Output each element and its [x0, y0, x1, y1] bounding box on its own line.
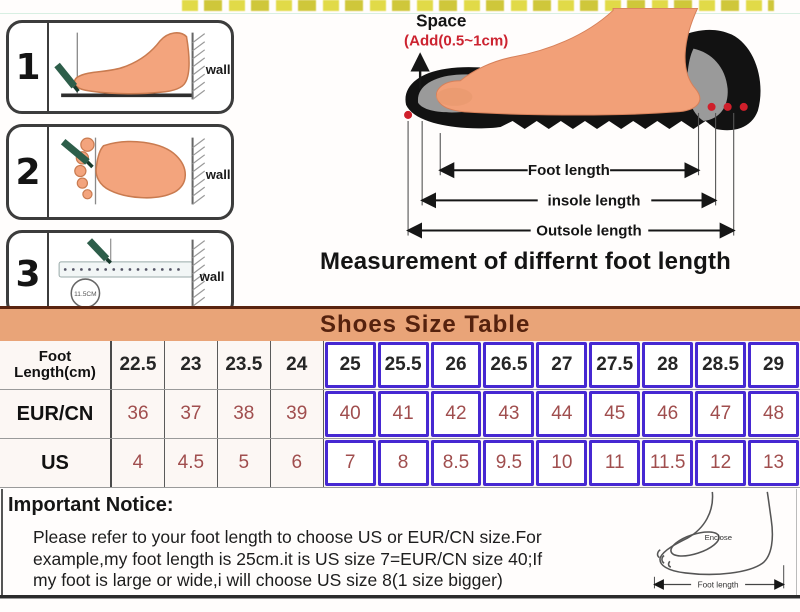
ruler — [58, 261, 194, 278]
diagram-caption: Measurement of differnt foot length — [320, 248, 731, 275]
pencil-icon — [60, 138, 90, 165]
insole-length-label: insole length — [548, 192, 641, 209]
size-cell: 48 — [748, 391, 799, 437]
size-table: Foot Length(cm) 22.5 23 23.5 24 25 25.5 26 26.5… — [0, 341, 800, 488]
table-header-band: Shoes Size Table — [0, 306, 800, 341]
size-cell: 47 — [695, 391, 747, 437]
step-2-number: 2 — [9, 127, 49, 217]
step-1-box: 1 wall — [6, 20, 234, 114]
size-cell: 6 — [271, 439, 324, 487]
size-cell: 45 — [589, 391, 641, 437]
size-cell: 26.5 — [483, 342, 535, 388]
size-cell: 40 — [324, 391, 376, 437]
step-2-illustration: wall — [60, 137, 231, 205]
table-row-foot-length: Foot Length(cm) 22.5 23 23.5 24 25 25.5 26 26.5… — [0, 341, 800, 390]
table-title: Shoes Size Table — [320, 311, 531, 338]
notice-title: Important Notice: — [8, 494, 174, 516]
size-cell: 42 — [430, 391, 482, 437]
wall-label: wall — [199, 269, 225, 284]
step-2-box: 2 wall — [6, 124, 234, 220]
step-1-number: 1 — [9, 23, 49, 111]
measure-dot — [707, 102, 716, 111]
outsole-length-label: Outsole length — [536, 223, 641, 240]
enclose-loop — [670, 531, 720, 557]
size-cell: 7 — [324, 440, 376, 486]
pencil-icon — [86, 238, 110, 262]
measure-dot — [723, 102, 732, 111]
size-cell: 24 — [271, 341, 324, 389]
size-cell: 4 — [112, 439, 165, 487]
wall-hatch — [192, 138, 206, 205]
wall-label: wall — [205, 62, 231, 77]
wall-label: wall — [205, 167, 231, 182]
space-label: Space — [416, 12, 466, 31]
size-cell: 37 — [165, 390, 218, 438]
measure-dot — [404, 110, 413, 119]
pencil-icon — [54, 62, 78, 89]
side-foot-shape — [73, 32, 190, 95]
divider-line — [0, 13, 800, 14]
step-1-illustration: wall — [54, 32, 231, 100]
footprint-shape — [95, 140, 187, 199]
measure-circle-label: 11.5CM — [74, 291, 97, 298]
row-header-us: US — [0, 439, 112, 487]
table-row-eur-cn: EUR/CN 36 37 38 39 40 41 42 43 44 45 46 47 48 — [0, 390, 800, 439]
notice-text: Please refer to your foot length to choo… — [33, 527, 542, 592]
measure-dot — [739, 102, 748, 111]
size-cell: 25.5 — [377, 342, 429, 388]
foot-measurement-diagram: Space (Add(0.5~1cm) Foot length insole l… — [404, 8, 761, 240]
size-cell: 4.5 — [165, 439, 218, 487]
foot-length-label: Foot length — [528, 162, 610, 179]
space-add-label: (Add(0.5~1cm) — [404, 33, 508, 50]
cropped-title-strip — [182, 0, 774, 11]
step-3-number: 3 — [9, 233, 49, 315]
size-cell: 44 — [536, 391, 588, 437]
size-cell: 27 — [536, 342, 588, 388]
size-cell: 41 — [377, 391, 429, 437]
size-cell: 28 — [642, 342, 694, 388]
notice-line-3: my foot is large or wide,i will choose U… — [33, 570, 503, 590]
size-cell: 13 — [748, 440, 799, 486]
enclose-label: Enclose — [705, 533, 732, 542]
size-cell: 9.5 — [483, 440, 535, 486]
size-cell: 22.5 — [112, 341, 165, 389]
size-cell: 36 — [112, 390, 165, 438]
size-cell: 27.5 — [589, 342, 641, 388]
size-cell: 11 — [589, 440, 641, 486]
measuring-steps: 1 wall 2 — [6, 20, 234, 318]
wall-hatch — [192, 33, 206, 100]
row-header-eur-cn: EUR/CN — [0, 390, 112, 438]
notice-line-1: Please refer to your foot length to choo… — [33, 527, 542, 547]
step-3-illustration: 11.5CM wall — [58, 238, 225, 309]
size-cell: 10 — [536, 440, 588, 486]
size-cell: 28.5 — [695, 342, 747, 388]
size-cell: 11.5 — [642, 440, 694, 486]
size-cell: 8 — [377, 440, 429, 486]
size-cell: 25 — [324, 342, 376, 388]
foot-shape — [436, 8, 701, 116]
size-cell: 43 — [483, 391, 535, 437]
sketch-foot-length-label: Foot length — [698, 580, 739, 589]
size-cell: 23.5 — [218, 341, 271, 389]
size-cell: 8.5 — [430, 440, 482, 486]
size-cell: 46 — [642, 391, 694, 437]
table-row-us: US 4 4.5 5 6 7 8 8.5 9.5 10 11 11.5 12 13 — [0, 439, 800, 488]
size-cell: 29 — [748, 342, 799, 388]
notice-right-border — [796, 489, 797, 595]
notice-line-2: example,my foot length is 25cm.it is US … — [33, 548, 543, 569]
step-3-box: 3 11.5CM wall — [6, 230, 234, 318]
foot-length-sketch: Enclose Foot length — [653, 491, 786, 590]
wall-hatch — [192, 240, 206, 307]
size-cell: 5 — [218, 439, 271, 487]
row-header-foot-length: Foot Length(cm) — [0, 341, 112, 389]
notice-left-border — [1, 489, 3, 595]
size-cell: 38 — [218, 390, 271, 438]
bottom-rule — [0, 595, 800, 599]
size-cell: 23 — [165, 341, 218, 389]
size-cell: 12 — [695, 440, 747, 486]
size-cell: 39 — [271, 390, 324, 438]
size-cell: 26 — [430, 342, 482, 388]
